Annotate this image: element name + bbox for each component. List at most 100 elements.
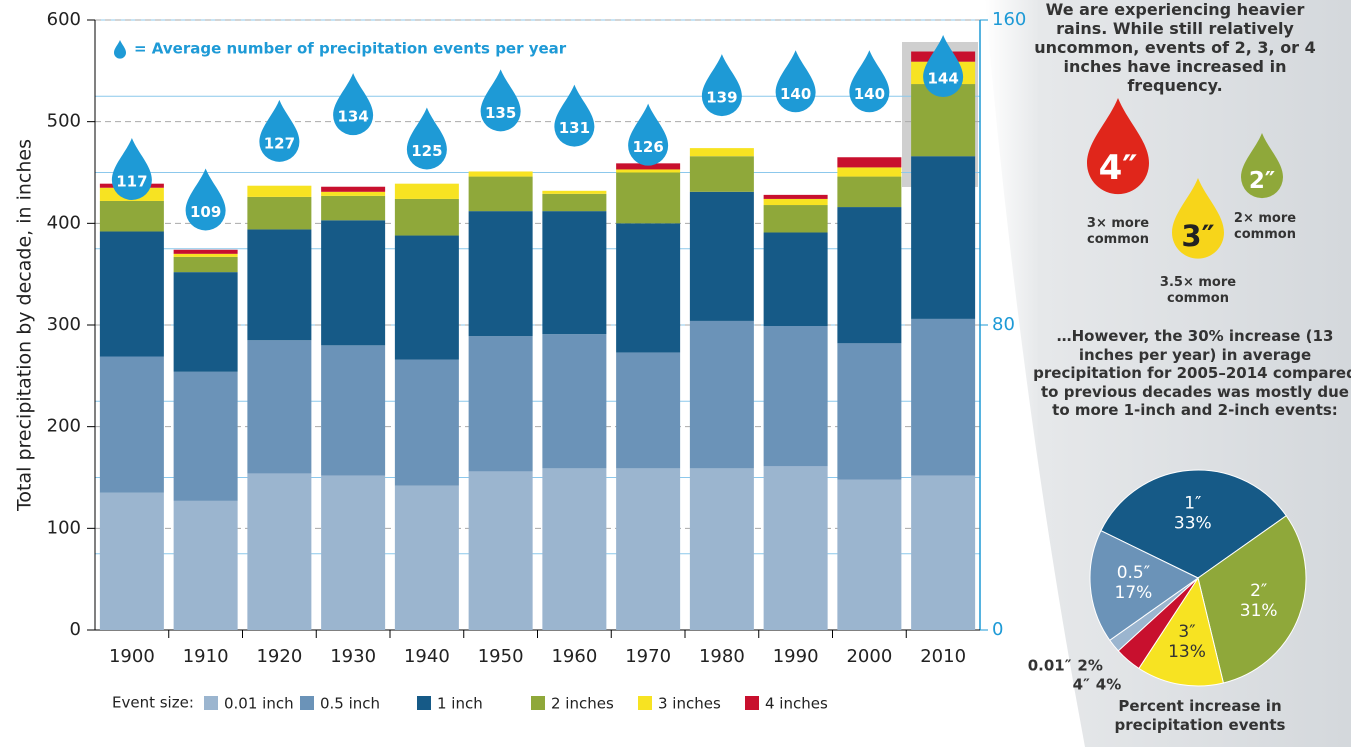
bar-segment <box>394 359 459 486</box>
severity-label: 2″ <box>1249 168 1275 194</box>
x-tick-label: 1940 <box>404 646 450 667</box>
severity-note: 3× more common <box>1087 216 1149 247</box>
severity-drop <box>1087 98 1149 195</box>
legend-label: 0.5 inch <box>320 695 380 713</box>
bar-segment <box>321 475 386 630</box>
legend-swatch <box>417 696 431 710</box>
event-drop <box>554 84 595 147</box>
bar-segment <box>689 148 754 157</box>
bar-segment <box>689 191 754 321</box>
event-drop <box>923 35 964 98</box>
note-line: 3.5× more <box>1160 275 1236 290</box>
bar-segment <box>321 191 386 196</box>
bar-segment <box>689 320 754 469</box>
pie-label: 4″ <box>1073 675 1090 693</box>
severity-note: 2× more common <box>1234 211 1296 242</box>
bar-segment <box>173 500 238 630</box>
event-drop <box>259 99 300 162</box>
bar-segment <box>99 356 164 493</box>
intro-text: We are experiencing heavier rains. While… <box>1034 0 1316 95</box>
bar-segment <box>542 334 607 469</box>
pie-slice <box>1100 469 1287 579</box>
legend-title: Event size: <box>112 694 194 712</box>
bar-segment <box>394 198 459 236</box>
y2-tick-label: 80 <box>992 314 1015 335</box>
legend-label: = Average number of precipitation events… <box>134 40 567 58</box>
y2-tick-label: 160 <box>992 9 1026 30</box>
bar-segment <box>911 156 976 319</box>
x-tick-label: 1970 <box>625 646 671 667</box>
bar-segment <box>763 326 828 467</box>
bar-segment <box>616 468 681 630</box>
pie-label: 2″ <box>1250 581 1267 601</box>
x-tick-label: 1910 <box>183 646 229 667</box>
event-drop <box>406 107 447 170</box>
pie-value: 31% <box>1240 601 1278 621</box>
event-drop <box>849 50 890 113</box>
event-label: 140 <box>780 85 811 103</box>
bar-segment <box>689 468 754 630</box>
x-tick-label: 1900 <box>109 646 155 667</box>
severity-label: 4″ <box>1099 148 1138 188</box>
bar-segment <box>542 211 607 335</box>
legend-swatch <box>531 696 545 710</box>
bar-segment <box>468 176 533 212</box>
legend-label: 1 inch <box>437 695 483 713</box>
bar-segment <box>99 492 164 630</box>
bar-segment <box>837 167 902 177</box>
bar-segment <box>468 171 533 177</box>
event-drop <box>111 137 152 200</box>
bar-segment <box>837 176 902 208</box>
legend-swatch <box>300 696 314 710</box>
bar-segment <box>99 231 164 357</box>
y-tick-label: 500 <box>47 111 81 132</box>
y-tick-label: 400 <box>47 212 81 233</box>
event-drop <box>701 54 742 117</box>
x-tick-label: 1930 <box>330 646 376 667</box>
pie-value: 33% <box>1174 513 1212 533</box>
bar-segment <box>542 190 607 194</box>
bar-segment <box>616 163 681 170</box>
bar-segment <box>321 186 386 192</box>
legend-label: 0.01 inch <box>224 695 294 713</box>
x-tick-label: 1920 <box>256 646 302 667</box>
pie-value: 4% <box>1096 675 1121 693</box>
bar-segment <box>394 485 459 630</box>
bar-segment <box>173 256 238 273</box>
note-line: 3× more <box>1087 216 1149 231</box>
y-tick-label: 200 <box>47 416 81 437</box>
legend-label: 2 inches <box>551 695 614 713</box>
bar-segment <box>321 195 386 221</box>
x-tick-label: 1960 <box>551 646 597 667</box>
bar-segment <box>689 156 754 192</box>
legend-swatch <box>204 696 218 710</box>
severity-label: 3″ <box>1181 219 1214 253</box>
bar-segment <box>763 194 828 199</box>
pie-title: Percent increase in precipitation events <box>1114 697 1286 734</box>
note-line: common <box>1087 232 1149 247</box>
pie-value: 13% <box>1168 642 1206 662</box>
event-drop <box>185 168 226 231</box>
x-tick-label: 1950 <box>478 646 524 667</box>
severity-drop <box>1241 133 1283 199</box>
bar-segment <box>837 343 902 480</box>
bar-segment <box>247 229 312 341</box>
bar-segment <box>468 471 533 630</box>
event-label: 134 <box>337 108 368 126</box>
severity-note: 3.5× more common <box>1160 275 1236 306</box>
y-tick-label: 100 <box>47 517 81 538</box>
bar-segment <box>394 235 459 360</box>
pie-label: 1″ <box>1184 493 1201 513</box>
event-label: 131 <box>559 119 590 137</box>
legend-drop <box>114 40 126 59</box>
bar-segment <box>542 193 607 212</box>
bar-segment <box>616 169 681 173</box>
bar-segment <box>247 473 312 630</box>
bar-segment <box>911 475 976 630</box>
bar-segment <box>321 220 386 346</box>
bar-segment <box>99 200 164 232</box>
bar-segment <box>763 466 828 630</box>
subtitle-text: …However, the 30% increase (13 inches pe… <box>1033 327 1351 419</box>
event-label: 109 <box>190 203 221 221</box>
bar-segment <box>616 352 681 469</box>
